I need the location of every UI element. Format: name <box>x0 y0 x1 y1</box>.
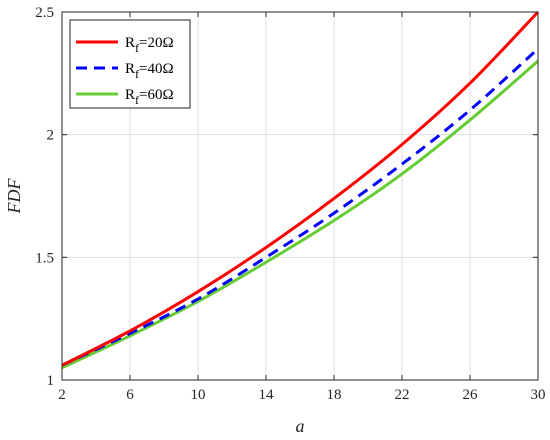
x-tick-label: 2 <box>58 387 66 403</box>
y-tick-label: 1.5 <box>35 250 54 266</box>
legend: Rf=20Ω Rf=40Ω Rf=60Ω <box>69 19 191 109</box>
legend-label-2: Rf=40Ω <box>125 61 174 81</box>
x-tick-label: 30 <box>531 387 546 403</box>
y-tick-label: 1 <box>47 373 55 389</box>
series-lines <box>61 10 540 370</box>
y-tick-label: 2.5 <box>35 5 54 21</box>
series-line-1 <box>61 10 540 367</box>
legend-label-1: Rf=20Ω <box>125 35 174 55</box>
y-tick-label: 2 <box>47 128 55 144</box>
x-tick-label: 14 <box>259 387 275 403</box>
x-tick-label: 10 <box>191 387 206 403</box>
x-tick-label: 26 <box>463 387 479 403</box>
x-tick-label: 18 <box>327 387 342 403</box>
x-tick-label: 22 <box>395 387 410 403</box>
x-tick-label: 6 <box>126 387 134 403</box>
legend-label-3: Rf=60Ω <box>125 87 174 107</box>
series-line-2 <box>61 47 540 367</box>
y-axis-title: FDF <box>4 178 24 215</box>
plot-frame <box>61 11 539 381</box>
x-axis-title: a <box>296 416 305 436</box>
series-line-3 <box>61 59 539 370</box>
